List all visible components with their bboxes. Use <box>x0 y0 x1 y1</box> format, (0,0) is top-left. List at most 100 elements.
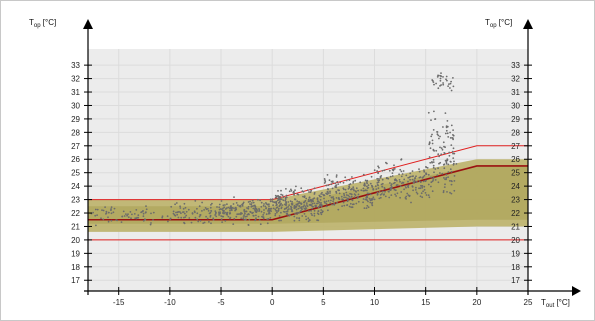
scatter-point <box>252 211 254 214</box>
scatter-point <box>96 208 99 211</box>
scatter-point <box>173 213 176 216</box>
scatter-point <box>115 219 118 221</box>
scatter-point <box>453 189 456 192</box>
scatter-point <box>203 209 206 211</box>
upper-limit-line <box>88 145 528 201</box>
scatter-point <box>388 196 391 199</box>
scatter-point <box>229 212 232 215</box>
scatter-point <box>183 216 185 219</box>
scatter-point <box>441 172 444 175</box>
scatter-point <box>308 196 311 199</box>
scatter-point <box>376 177 379 180</box>
scatter-point <box>243 211 246 213</box>
scatter-point <box>175 202 178 204</box>
scatter-point <box>378 166 380 169</box>
scatter-point <box>390 187 393 190</box>
scatter-point <box>393 188 396 191</box>
scatter-point <box>152 211 155 214</box>
scatter-point <box>375 188 378 191</box>
scatter-point <box>330 183 333 186</box>
scatter-point <box>452 138 454 141</box>
scatter-point <box>284 198 287 201</box>
scatter-point <box>377 165 379 168</box>
scatter-point <box>223 212 225 215</box>
scatter-point <box>453 180 456 182</box>
scatter-point <box>297 193 300 196</box>
scatter-point <box>376 193 379 196</box>
scatter-point <box>149 223 152 226</box>
scatter-point <box>362 198 365 200</box>
scatter-point <box>390 194 393 197</box>
scatter-point <box>177 211 180 213</box>
scatter-point <box>180 216 183 219</box>
scatter-point <box>110 212 113 215</box>
scatter-point <box>419 187 422 190</box>
scatter-point <box>391 172 394 175</box>
scatter-point <box>352 180 355 183</box>
scatter-point <box>434 118 436 120</box>
scatter-point <box>448 154 451 157</box>
scatter-point <box>447 171 450 174</box>
scatter-point <box>267 212 270 215</box>
x-tick-label: 20 <box>472 298 481 307</box>
scatter-point <box>447 136 450 138</box>
scatter-point <box>214 210 217 213</box>
scatter-point <box>425 194 428 196</box>
scatter-point <box>400 191 403 193</box>
scatter-point <box>439 74 442 77</box>
scatter-point <box>105 212 108 215</box>
scatter-point <box>445 75 448 78</box>
y-tick-label-left: 28 <box>71 128 80 137</box>
scatter-point <box>263 212 265 214</box>
scatter-point <box>437 134 440 137</box>
scatter-point <box>305 197 308 200</box>
scatter-point <box>452 134 454 136</box>
scatter-point <box>214 212 217 215</box>
scatter-point <box>421 186 424 189</box>
scatter-point <box>183 212 186 215</box>
scatter-point <box>266 222 269 225</box>
scatter-point <box>319 211 322 214</box>
scatter-point <box>294 205 297 208</box>
scatter-point <box>434 179 437 181</box>
scatter-point <box>248 218 251 221</box>
scatter-point <box>365 181 368 183</box>
scatter-point <box>279 195 281 198</box>
y-tick-label-left: 18 <box>71 263 80 272</box>
scatter-point <box>262 217 265 220</box>
scatter-point <box>319 199 322 201</box>
scatter-point <box>452 129 454 132</box>
scatter-point <box>431 190 434 193</box>
scatter-point <box>202 222 205 225</box>
y-title-unit: [°C] <box>41 18 57 27</box>
x-title-main: T <box>541 298 546 307</box>
scatter-point <box>212 217 215 220</box>
scatter-point <box>451 150 454 153</box>
scatter-point <box>150 212 152 215</box>
scatter-point <box>198 205 201 208</box>
y-tick-label-left: 23 <box>71 196 80 205</box>
scatter-point <box>448 83 450 85</box>
scatter-point <box>122 210 125 213</box>
y-tick-label-right: 17 <box>511 276 520 285</box>
scatter-point <box>411 185 414 188</box>
scatter-point <box>223 206 226 209</box>
scatter-point <box>262 214 265 216</box>
scatter-point <box>435 82 437 85</box>
scatter-point <box>196 218 199 221</box>
scatter-point <box>190 221 193 224</box>
scatter-point <box>444 178 446 181</box>
scatter-point <box>308 191 310 193</box>
scatter-point <box>283 203 286 206</box>
scatter-point <box>370 184 373 187</box>
scatter-point <box>350 195 353 198</box>
scatter-point <box>404 185 407 187</box>
scatter-point <box>145 208 148 211</box>
scatter-point <box>447 85 449 87</box>
scatter-point <box>238 205 241 208</box>
scatter-point <box>317 219 320 222</box>
scatter-point <box>445 161 448 164</box>
scatter-point <box>389 175 392 178</box>
scatter-point <box>185 210 188 213</box>
scatter-point <box>350 188 352 191</box>
